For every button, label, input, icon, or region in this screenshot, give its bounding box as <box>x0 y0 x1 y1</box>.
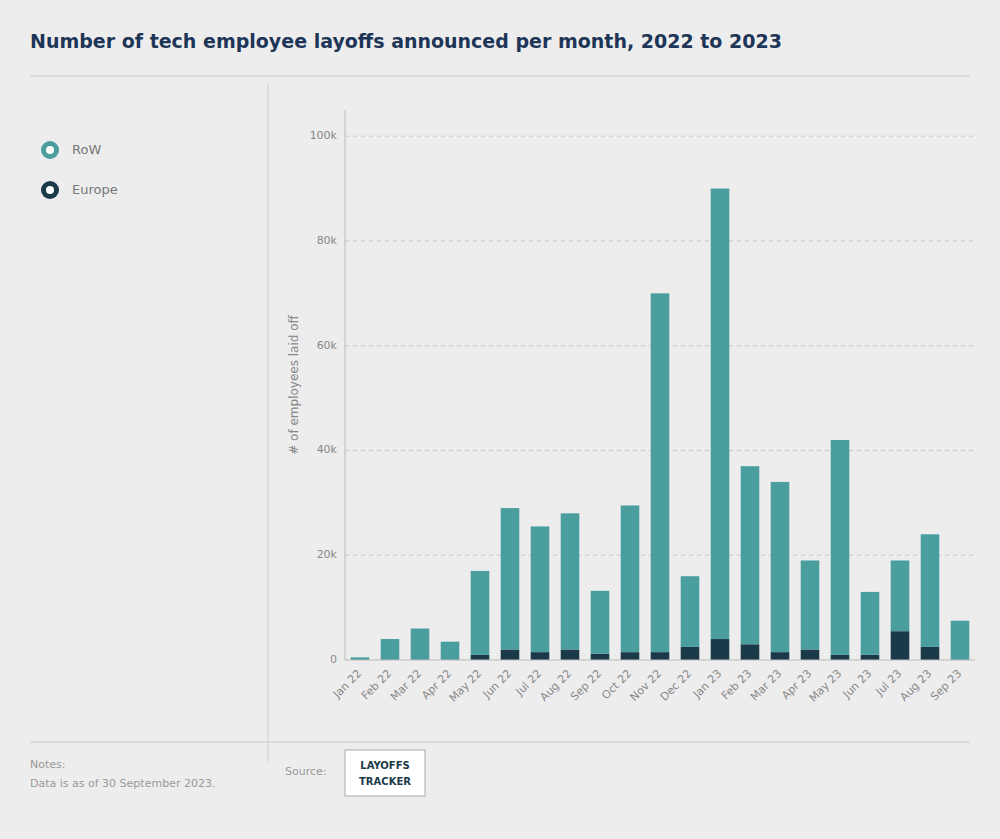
source-label: Source: <box>285 765 327 778</box>
bar <box>591 654 610 660</box>
legend-swatch <box>41 141 59 159</box>
x-tick-label: Aug 22 <box>537 667 574 704</box>
bar <box>621 652 640 660</box>
bars <box>351 189 970 660</box>
bar <box>831 440 850 655</box>
bar <box>801 560 820 649</box>
legend-label: Europe <box>72 182 118 197</box>
y-axis: 0 20k 40k 60k 80k 100k <box>310 110 975 666</box>
source-box <box>345 750 425 796</box>
x-tick-label: Feb 22 <box>359 667 394 702</box>
chart-svg: Number of tech employee layoffs announce… <box>0 0 1000 839</box>
legend: RoW Europe <box>41 141 118 199</box>
separator <box>30 742 970 743</box>
x-tick-label: Jan 23 <box>690 667 724 701</box>
bar <box>771 652 790 660</box>
bar <box>651 652 670 660</box>
separator <box>30 76 970 77</box>
bar <box>891 560 910 631</box>
bar <box>531 526 550 652</box>
bar <box>441 642 460 660</box>
x-tick-label: May 22 <box>447 667 485 705</box>
notes-heading: Notes: <box>30 758 65 771</box>
bar <box>561 513 580 649</box>
x-axis: Jan 22Feb 22Mar 22Apr 22May 22Jun 22Jul … <box>330 667 964 705</box>
source-name: TRACKER <box>359 776 411 787</box>
y-axis-label: # of employees laid off <box>287 314 301 454</box>
x-tick-label: May 23 <box>807 667 845 705</box>
bar <box>561 650 580 660</box>
bar <box>381 639 400 660</box>
y-tick-label: 100k <box>310 129 338 142</box>
y-tick-label: 40k <box>317 443 338 456</box>
separator <box>268 84 269 763</box>
bar <box>861 655 880 660</box>
bar <box>831 655 850 660</box>
bar <box>591 591 610 654</box>
bar <box>771 482 790 652</box>
title: Number of tech employee layoffs announce… <box>30 30 782 52</box>
bar <box>801 650 820 660</box>
y-tick-label: 80k <box>317 234 338 247</box>
x-tick-label: Mar 23 <box>748 667 784 703</box>
bar <box>501 508 520 649</box>
x-tick-label: Dec 22 <box>658 667 695 704</box>
annotations: Notes: Data is as of 30 September 2023. So… <box>30 750 425 796</box>
bar <box>681 576 700 647</box>
bar <box>741 644 760 660</box>
legend-label: RoW <box>72 142 101 157</box>
x-tick-label: Mar 22 <box>388 667 424 703</box>
bar <box>711 639 730 660</box>
bar <box>741 466 760 644</box>
bar <box>711 189 730 639</box>
grid-line <box>345 136 975 137</box>
legend-swatch-center <box>46 146 54 154</box>
bar <box>861 592 880 655</box>
x-tick-label: Sep 23 <box>928 667 964 703</box>
x-axis-line <box>345 660 975 661</box>
y-tick-label: 0 <box>330 653 337 666</box>
series-1 <box>351 189 970 660</box>
notes-text: Data is as of 30 September 2023. <box>30 777 215 790</box>
x-tick-label: Jun 23 <box>840 667 874 701</box>
source-name: LAYOFFS <box>360 760 409 771</box>
chart-root: Number of tech employee layoffs announce… <box>0 0 1000 839</box>
bar <box>411 629 430 660</box>
bar <box>891 631 910 660</box>
x-tick-label: Sep 22 <box>568 667 604 703</box>
background <box>0 0 1000 839</box>
x-tick-label: Jan 22 <box>330 667 364 701</box>
y-tick-label: 60k <box>317 339 338 352</box>
bar <box>951 621 970 660</box>
bar <box>921 534 940 647</box>
bar <box>471 571 490 655</box>
x-tick-label: Feb 23 <box>719 667 754 702</box>
bar <box>681 647 700 660</box>
x-tick-label: Jun 22 <box>480 667 514 701</box>
x-tick-label: Nov 22 <box>627 667 664 704</box>
grid-line <box>345 240 975 241</box>
legend-swatch <box>41 181 59 199</box>
bar <box>651 293 670 652</box>
bar <box>471 655 490 660</box>
y-tick-label: 20k <box>317 548 338 561</box>
y-axis-line <box>345 110 346 660</box>
bar <box>621 505 640 652</box>
x-tick-label: Aug 23 <box>897 667 934 704</box>
bar <box>501 650 520 660</box>
legend-swatch-center <box>46 186 54 194</box>
bar <box>531 652 550 660</box>
bar <box>921 647 940 660</box>
